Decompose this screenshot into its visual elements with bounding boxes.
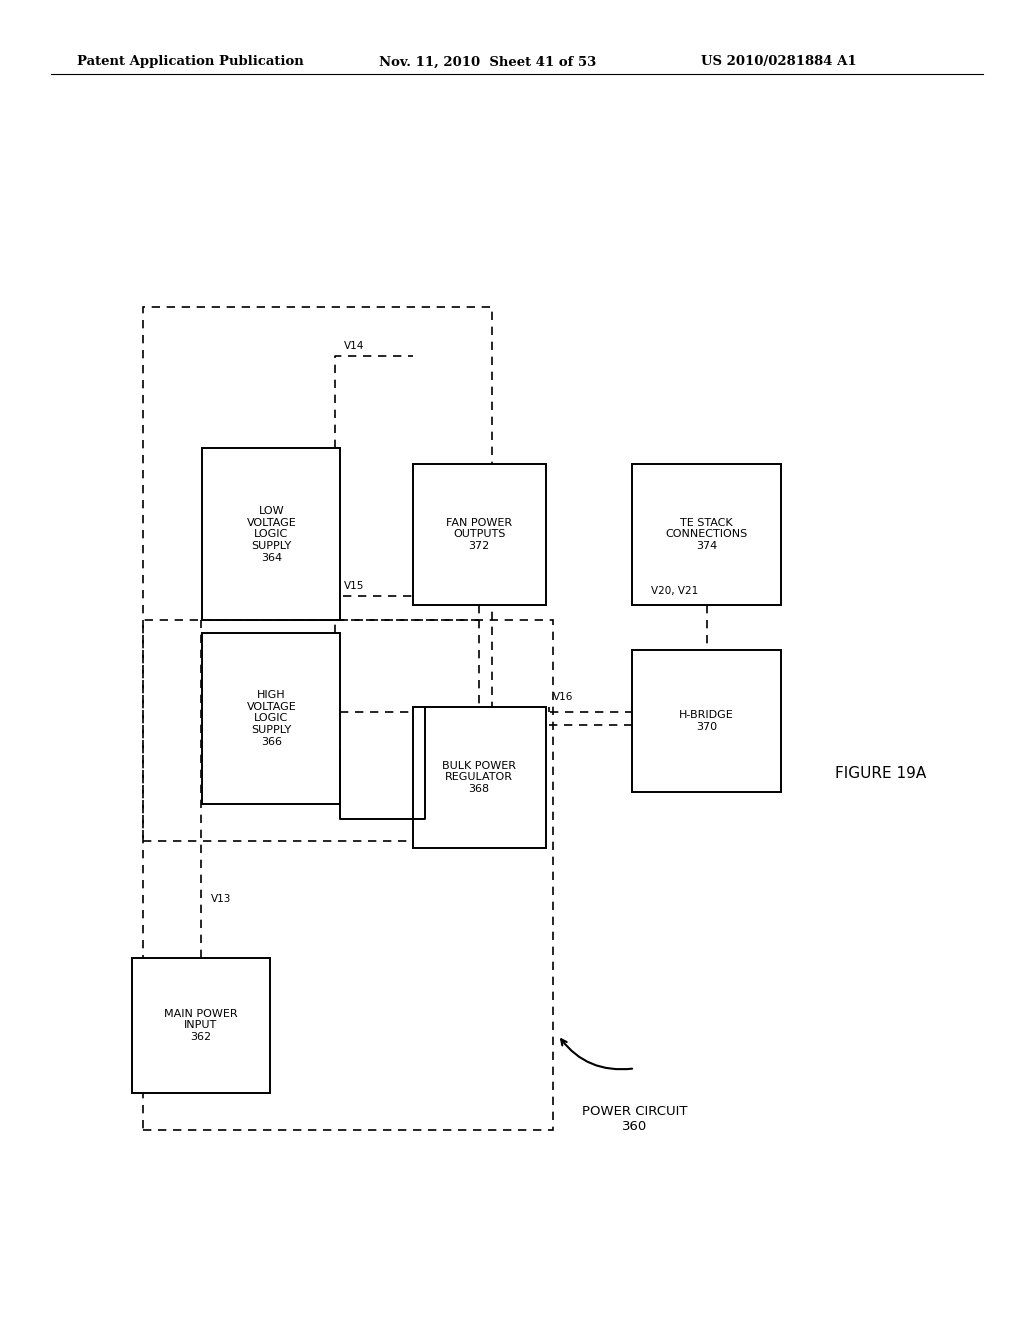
- Text: Patent Application Publication: Patent Application Publication: [77, 55, 303, 69]
- Text: V14: V14: [344, 342, 364, 351]
- Text: HIGH
VOLTAGE
LOGIC
SUPPLY
366: HIGH VOLTAGE LOGIC SUPPLY 366: [247, 690, 296, 747]
- Text: V13: V13: [211, 894, 231, 904]
- Text: Nov. 11, 2010  Sheet 41 of 53: Nov. 11, 2010 Sheet 41 of 53: [379, 55, 596, 69]
- Text: V15: V15: [344, 581, 364, 591]
- Text: V16: V16: [553, 692, 573, 702]
- Text: MAIN POWER
INPUT
362: MAIN POWER INPUT 362: [164, 1008, 238, 1041]
- Bar: [413, 463, 546, 605]
- Bar: [203, 632, 340, 804]
- Bar: [203, 449, 340, 620]
- Bar: [632, 651, 780, 792]
- Text: BULK POWER
REGULATOR
368: BULK POWER REGULATOR 368: [442, 760, 516, 795]
- Text: FIGURE 19A: FIGURE 19A: [835, 766, 927, 781]
- Text: V20, V21: V20, V21: [651, 586, 698, 595]
- Text: TE STACK
CONNECTIONS
374: TE STACK CONNECTIONS 374: [666, 517, 748, 550]
- Bar: [632, 463, 780, 605]
- Text: H-BRIDGE
370: H-BRIDGE 370: [679, 710, 734, 731]
- Text: FAN POWER
OUTPUTS
372: FAN POWER OUTPUTS 372: [446, 517, 512, 550]
- Text: US 2010/0281884 A1: US 2010/0281884 A1: [701, 55, 857, 69]
- Bar: [143, 620, 553, 1130]
- Bar: [131, 958, 270, 1093]
- Bar: [413, 706, 546, 847]
- Text: LOW
VOLTAGE
LOGIC
SUPPLY
364: LOW VOLTAGE LOGIC SUPPLY 364: [247, 506, 296, 562]
- Text: POWER CIRCUIT
360: POWER CIRCUIT 360: [582, 1105, 688, 1133]
- Bar: [143, 308, 492, 841]
